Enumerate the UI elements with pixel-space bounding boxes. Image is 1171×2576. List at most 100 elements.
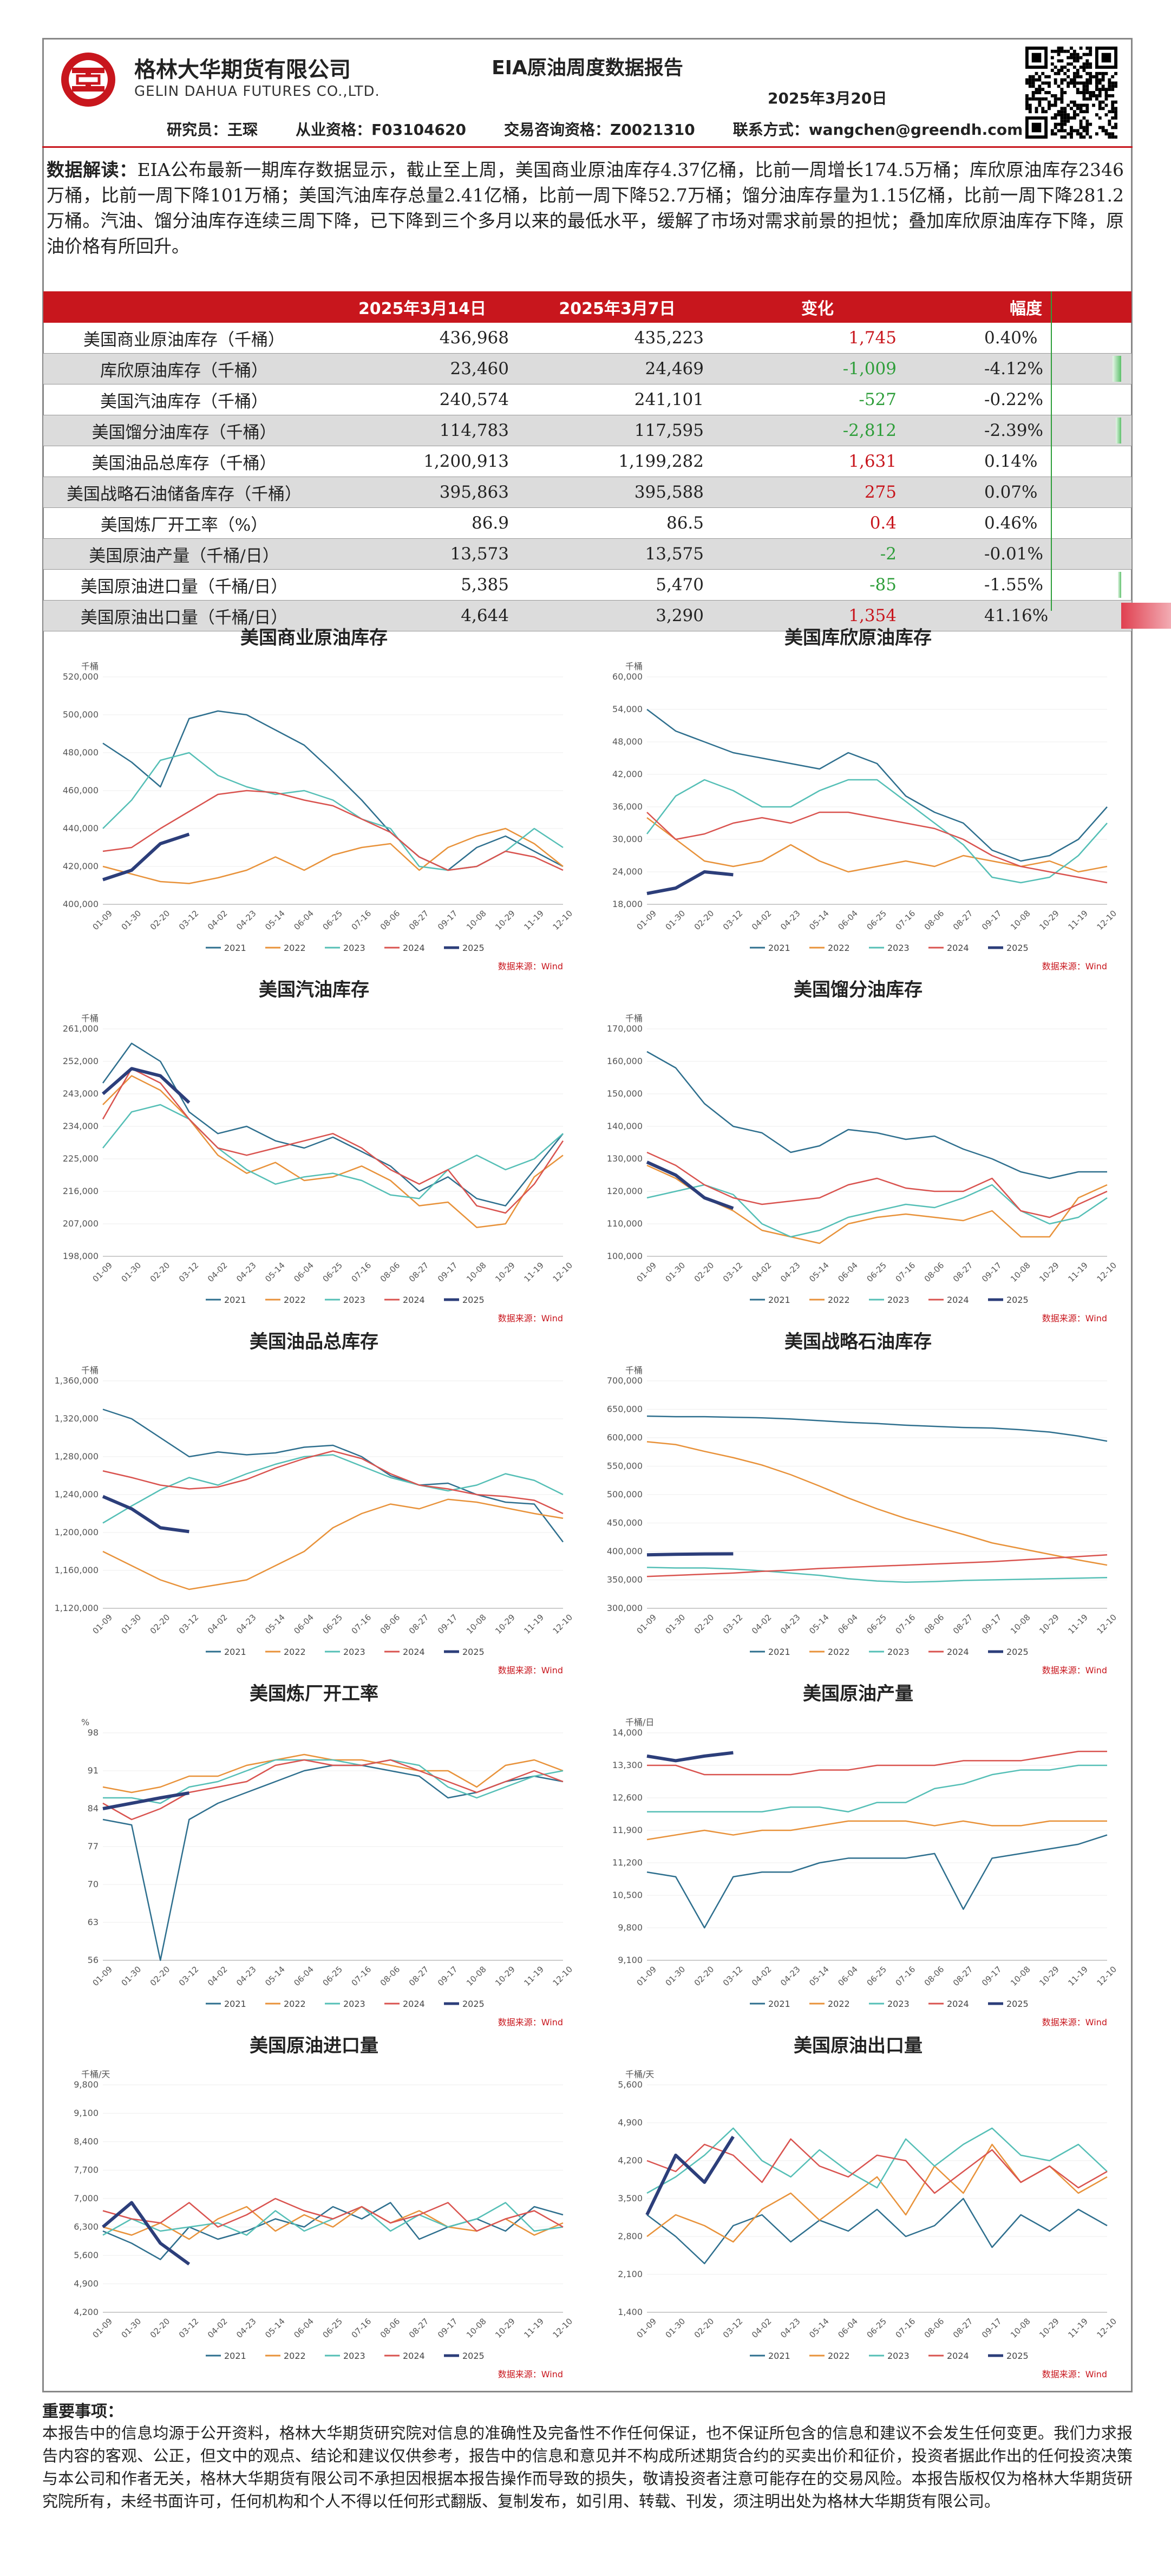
- legend-label: 2024: [947, 1295, 969, 1305]
- chart-panel: 美国汽油库存 千桶 198,000 207,000 216,000 225,000 234,…: [43, 975, 585, 1327]
- x-tick-label: 04-02: [750, 1613, 774, 1636]
- x-tick-label: 02-20: [148, 1261, 172, 1284]
- y-tick-label: 9,100: [74, 2108, 99, 2118]
- legend-label: 2024: [403, 1647, 425, 1657]
- x-tick-label: 07-16: [894, 909, 918, 932]
- legend-label: 2023: [887, 1999, 910, 2009]
- legend-label: 2025: [1006, 1999, 1029, 2009]
- legend-label: 2023: [887, 2351, 910, 2361]
- chart-source: 数据来源：Wind: [498, 2017, 563, 2027]
- series-line-2023: [103, 1759, 564, 1804]
- x-tick-label: 11-19: [1066, 1965, 1090, 1988]
- legend-label: 2021: [224, 1999, 246, 2009]
- table-header-cell: [43, 291, 325, 323]
- legend-label: 2025: [1006, 2351, 1029, 2361]
- line-chart: 千桶 300,000 350,000 400,000 450,000 500,000 550…: [607, 1365, 1119, 1675]
- chart-source: 数据来源：Wind: [1042, 1313, 1107, 1323]
- row-change: 1,745: [715, 323, 920, 354]
- summary-label: 数据解读：: [47, 159, 138, 180]
- legend-label: 2024: [403, 1999, 425, 2009]
- x-tick-label: 10-08: [1009, 909, 1032, 932]
- y-tick-label: 4,200: [74, 2307, 99, 2317]
- x-tick-label: 08-06: [378, 909, 402, 932]
- x-tick-label: 05-14: [263, 1261, 287, 1284]
- y-tick-label: 56: [88, 1955, 99, 1965]
- legend-label: 2023: [343, 943, 365, 953]
- x-tick-label: 06-25: [321, 909, 345, 932]
- series-line-2025: [646, 1160, 734, 1210]
- row-previous: 5,470: [520, 569, 715, 601]
- legend-label: 2025: [1006, 1295, 1029, 1305]
- x-tick-label: 04-23: [779, 1965, 802, 1988]
- percent-bar: [1117, 572, 1121, 598]
- y-tick-label: 63: [88, 1917, 99, 1927]
- chart-source: 数据来源：Wind: [498, 2369, 563, 2379]
- y-tick-label: 9,800: [74, 2079, 99, 2090]
- series-line-2022: [646, 1820, 1107, 1841]
- row-percent-text: -4.12%: [984, 359, 1043, 379]
- y-unit-label: 千桶/天: [81, 2069, 110, 2079]
- y-tick-label: 480,000: [63, 747, 99, 758]
- x-tick-label: 09-17: [980, 2317, 1004, 2340]
- y-unit-label: 千桶/天: [625, 2069, 654, 2079]
- legend-label: 2025: [1006, 1647, 1029, 1657]
- row-current: 436,968: [325, 323, 520, 354]
- y-tick-label: 30,000: [612, 834, 643, 844]
- x-tick-label: 05-14: [263, 1613, 287, 1636]
- y-unit-label: 千桶: [625, 1013, 643, 1023]
- row-percent: 0.07%: [920, 477, 1131, 508]
- legend-label: 2024: [403, 943, 425, 953]
- line-chart: 千桶/天 4,200 4,900 5,600 6,300 7,000 7,700 8,400 9…: [74, 2069, 575, 2379]
- y-tick-label: 100,000: [607, 1251, 643, 1261]
- table-row: 美国馏分油库存（千桶） 114,783 117,595 -2,812 -2.39%: [43, 415, 1131, 446]
- table-row: 美国汽油库存（千桶） 240,574 241,101 -527 -0.22%: [43, 384, 1131, 415]
- x-tick-label: 02-20: [692, 2317, 716, 2340]
- zero-axis-line: [1051, 291, 1052, 611]
- row-change: -2: [715, 538, 920, 570]
- row-name: 美国炼厂开工率（%）: [43, 507, 325, 539]
- x-tick-label: 05-14: [807, 2317, 831, 2340]
- y-tick-label: 234,000: [63, 1121, 99, 1131]
- y-tick-label: 4,900: [618, 2117, 643, 2128]
- x-tick-label: 12-10: [551, 2317, 575, 2340]
- x-tick-label: 08-27: [407, 1613, 431, 1636]
- legend-label: 2022: [284, 1999, 306, 2009]
- chart-panel: 美国油品总库存 千桶 1,120,000 1,160,000 1,200,000 1,24…: [43, 1327, 585, 1679]
- table-row: 美国原油产量（千桶/日） 13,573 13,575 -2 -0.01%: [43, 538, 1131, 570]
- y-tick-label: 9,800: [618, 1922, 643, 1933]
- series-line-2024: [646, 1151, 1108, 1218]
- x-tick-label: 11-19: [1066, 2317, 1090, 2340]
- company-name-en: GELIN DAHUA FUTURES CO.,LTD.: [134, 83, 380, 100]
- x-tick-label: 06-25: [865, 1261, 889, 1284]
- y-tick-label: 400,000: [607, 1546, 643, 1556]
- y-tick-label: 70: [88, 1879, 99, 1889]
- chart-panel: 美国商业原油库存 千桶 400,000 420,000 440,000 460,000 48…: [43, 623, 585, 975]
- y-tick-label: 252,000: [63, 1056, 99, 1066]
- x-tick-label: 12-10: [1095, 1613, 1119, 1636]
- legend-label: 2021: [224, 1647, 246, 1657]
- x-tick-label: 12-10: [551, 909, 575, 932]
- series-line-2021: [646, 1834, 1108, 1929]
- x-tick-label: 06-25: [865, 1965, 889, 1988]
- y-tick-label: 460,000: [63, 785, 99, 795]
- row-current: 1,200,913: [325, 446, 520, 477]
- x-tick-label: 01-09: [91, 909, 115, 932]
- x-tick-label: 01-30: [664, 2317, 688, 2340]
- series-line-2025: [646, 870, 734, 895]
- report-date: 2025年3月20日: [768, 89, 887, 107]
- x-tick-label: 03-12: [721, 1613, 745, 1636]
- x-tick-label: 10-29: [1037, 909, 1061, 932]
- y-tick-label: 42,000: [612, 769, 643, 779]
- report-title: EIA原油周度数据报告: [492, 57, 683, 79]
- x-tick-label: 01-09: [635, 1965, 659, 1988]
- x-tick-label: 06-25: [321, 2317, 345, 2340]
- table-header-row: 2025年3月14日 2025年3月7日 变化 幅度: [43, 291, 1131, 323]
- y-tick-label: 1,120,000: [55, 1603, 99, 1613]
- legend-label: 2024: [947, 1647, 969, 1657]
- legend-label: 2025: [1006, 943, 1029, 953]
- x-tick-label: 12-10: [1095, 1965, 1119, 1988]
- legend-label: 2022: [828, 2351, 850, 2361]
- row-percent: 0.40%: [920, 323, 1131, 354]
- y-tick-label: 36,000: [612, 801, 643, 812]
- table-header-cell: 2025年3月7日: [520, 291, 715, 323]
